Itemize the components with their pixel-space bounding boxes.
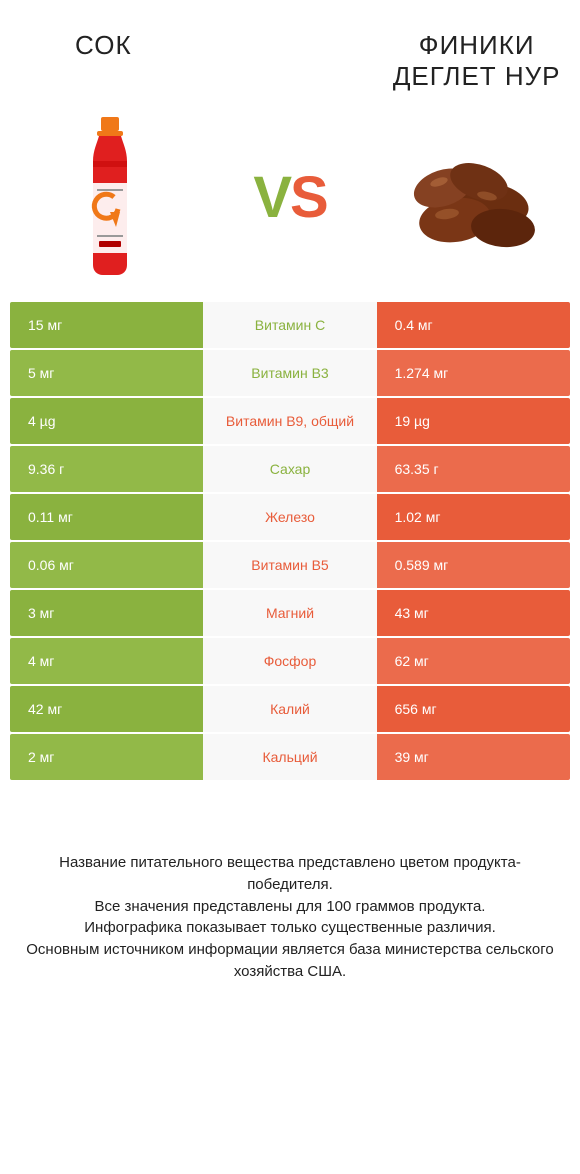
nutrient-label: Железо (203, 494, 376, 540)
product-image-left (20, 117, 200, 277)
footnote-line: Основным источником информации является … (20, 939, 560, 983)
nutrient-row: 4 мгФосфор62 мг (10, 638, 570, 684)
header-row: СОК ФИНИКИ ДЕГЛЕТ НУР (0, 0, 580, 107)
value-right: 62 мг (377, 638, 570, 684)
value-left: 5 мг (10, 350, 203, 396)
value-left: 0.06 мг (10, 542, 203, 588)
vs-s: S (290, 165, 327, 230)
nutrient-row: 42 мгКалий656 мг (10, 686, 570, 732)
value-right: 0.4 мг (377, 302, 570, 348)
nutrient-row: 9.36 гСахар63.35 г (10, 446, 570, 492)
nutrient-label: Фосфор (203, 638, 376, 684)
footnote-line: Все значения представлены для 100 граммо… (20, 896, 560, 918)
vs-v: V (253, 165, 290, 230)
nutrient-label: Сахар (203, 446, 376, 492)
images-row: VS (0, 107, 580, 302)
footnote-line: Инфографика показывает только существенн… (20, 917, 560, 939)
value-left: 0.11 мг (10, 494, 203, 540)
product-image-right (380, 142, 560, 252)
nutrient-label: Магний (203, 590, 376, 636)
nutrient-row: 15 мгВитамин C0.4 мг (10, 302, 570, 348)
footnote-line: Название питательного вещества представл… (20, 852, 560, 896)
vs-label: VS (200, 164, 380, 231)
value-right: 656 мг (377, 686, 570, 732)
value-right: 1.02 мг (377, 494, 570, 540)
nutrient-label: Калий (203, 686, 376, 732)
value-left: 2 мг (10, 734, 203, 780)
nutrient-row: 4 µgВитамин B9, общий19 µg (10, 398, 570, 444)
value-right: 19 µg (377, 398, 570, 444)
nutrient-row: 2 мгКальций39 мг (10, 734, 570, 780)
value-left: 9.36 г (10, 446, 203, 492)
product-title-right: ФИНИКИ ДЕГЛЕТ НУР (383, 30, 570, 92)
nutrient-row: 5 мгВитамин B31.274 мг (10, 350, 570, 396)
nutrient-row: 0.11 мгЖелезо1.02 мг (10, 494, 570, 540)
comparison-infographic: СОК ФИНИКИ ДЕГЛЕТ НУР (0, 0, 580, 1013)
footnotes: Название питательного вещества представл… (0, 782, 580, 1013)
value-right: 39 мг (377, 734, 570, 780)
product-title-left: СОК (10, 30, 197, 92)
nutrient-row: 0.06 мгВитамин B50.589 мг (10, 542, 570, 588)
value-left: 3 мг (10, 590, 203, 636)
value-right: 63.35 г (377, 446, 570, 492)
comparison-table: 15 мгВитамин C0.4 мг5 мгВитамин B31.274 … (10, 302, 570, 780)
value-left: 4 µg (10, 398, 203, 444)
nutrient-label: Витамин B5 (203, 542, 376, 588)
nutrient-label: Витамин B3 (203, 350, 376, 396)
value-right: 43 мг (377, 590, 570, 636)
value-left: 4 мг (10, 638, 203, 684)
value-left: 15 мг (10, 302, 203, 348)
value-right: 0.589 мг (377, 542, 570, 588)
nutrient-row: 3 мгМагний43 мг (10, 590, 570, 636)
nutrient-label: Кальций (203, 734, 376, 780)
nutrient-label: Витамин C (203, 302, 376, 348)
value-right: 1.274 мг (377, 350, 570, 396)
nutrient-label: Витамин B9, общий (203, 398, 376, 444)
value-left: 42 мг (10, 686, 203, 732)
